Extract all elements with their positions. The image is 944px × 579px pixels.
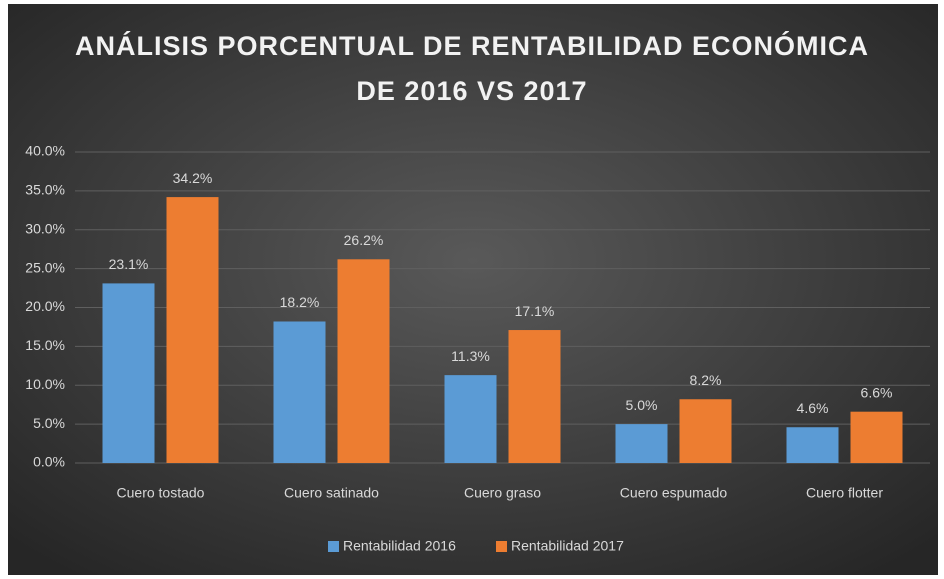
y-tick-label: 35.0% [25,182,65,198]
chart-title: ANÁLISIS PORCENTUAL DE RENTABILIDAD ECON… [75,30,869,61]
x-tick-label: Cuero flotter [806,485,883,501]
bar [508,330,561,463]
data-label: 5.0% [626,397,658,413]
bar [615,424,668,463]
bar [337,259,390,463]
bar [166,197,219,463]
x-tick-label: Cuero satinado [284,485,379,501]
data-label: 11.3% [451,348,490,364]
x-tick-label: Cuero graso [464,485,541,501]
bar [102,283,155,463]
bar [273,321,326,463]
y-tick-label: 5.0% [33,415,65,431]
legend-swatch [496,541,507,552]
x-tick-label: Cuero tostado [117,485,205,501]
data-label: 34.2% [173,170,213,186]
data-label: 26.2% [344,232,384,248]
chart-background [8,4,938,575]
y-tick-label: 15.0% [25,337,65,353]
data-label: 8.2% [690,372,722,388]
y-tick-label: 10.0% [25,376,65,392]
legend-label: Rentabilidad 2017 [511,538,624,554]
legend-swatch [328,541,339,552]
bar [679,399,732,463]
y-tick-label: 20.0% [25,298,65,314]
bar [850,411,903,463]
y-tick-label: 25.0% [25,259,65,275]
legend-label: Rentabilidad 2016 [343,538,456,554]
x-tick-label: Cuero espumado [620,485,728,501]
data-label: 4.6% [797,400,829,416]
data-label: 17.1% [515,303,555,319]
chart-title: DE 2016 VS 2017 [356,76,587,106]
data-label: 23.1% [109,256,149,272]
bar [444,375,497,463]
y-tick-label: 40.0% [25,143,65,159]
y-tick-label: 0.0% [33,454,65,470]
data-label: 6.6% [861,384,893,400]
data-label: 18.2% [280,294,320,310]
y-tick-label: 30.0% [25,220,65,236]
bar [786,427,839,463]
